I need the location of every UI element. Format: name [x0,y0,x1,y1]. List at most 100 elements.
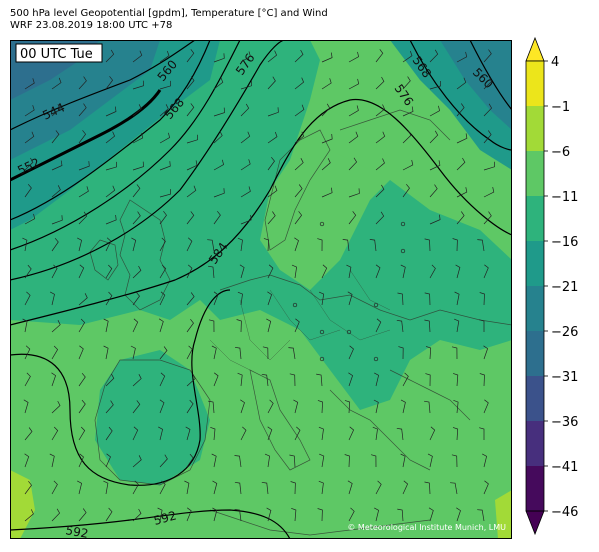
wind-barb [159,346,168,360]
wind-barb [454,318,460,333]
wind-barb [347,291,353,306]
temperature-band-minus1-south [495,490,512,539]
wind-barb [294,158,304,171]
colorbar-tick-label: −1 [551,100,570,115]
wind-barb [105,237,112,252]
wind-barb [452,238,458,252]
wind-barb [51,77,62,90]
wind-barb [294,237,299,252]
wind-barbs [22,49,495,522]
wind-barb [103,318,109,333]
wind-barb [234,481,242,495]
wind-barb [267,185,278,198]
wind-barb [429,160,441,171]
calm-wind-marker [346,329,352,335]
wind-barb [78,345,84,360]
wind-barb [319,453,325,468]
wind-barb [240,159,251,171]
wind-barb [317,238,323,252]
wind-barb [483,130,492,144]
credit-text: © Meteorological Institute Munich, LMU [347,523,506,532]
colorbar-tick-label: −26 [551,325,578,340]
wind-barb [240,399,245,414]
wind-barb [264,453,270,468]
wind-barb [483,399,489,414]
wind-barb [318,480,324,495]
wind-barb [424,319,431,333]
wind-barb [105,161,117,171]
wind-barb [373,399,379,414]
wind-barb [186,76,195,90]
contour-label-592: 592 [152,508,178,527]
wind-barb [105,264,113,279]
wind-barb [456,187,468,198]
wind-barb [348,426,355,441]
wind-barb [402,159,414,171]
wind-barb [105,49,115,63]
wind-barb [159,161,171,171]
wind-barb [132,508,142,522]
wind-barb [132,161,144,171]
wind-barb [456,103,465,117]
wind-barb [321,158,331,171]
wind-barb [483,49,492,63]
wind-barb [290,481,296,495]
wind-barb [429,105,441,117]
wind-barb [105,131,116,144]
wind-barb [51,104,61,117]
colorbar-tick-label: −11 [551,190,578,205]
map-frame [10,40,512,539]
wind-barb [451,346,458,360]
wind-barb [240,214,252,225]
wind-barb [477,239,485,252]
wind-barb [402,480,409,495]
wind-barb [159,480,166,495]
wind-barb [210,426,216,441]
wind-barb [424,238,431,252]
wind-barb [348,78,360,90]
wind-barb [103,480,109,495]
wind-barb [261,481,269,495]
wind-barb [456,77,467,90]
wind-barb [267,131,278,144]
wind-barb [375,264,381,279]
wind-barb [24,345,31,360]
wind-barb [267,76,276,90]
wind-barb [132,480,139,495]
temperature-band-minus1 [10,470,35,539]
wind-barb [105,185,116,198]
wind-barb [77,237,83,252]
colorbar-swatch [526,331,544,377]
colorbar-tick-label: −36 [551,415,578,430]
wind-barb [451,454,458,468]
wind-barb [483,161,495,171]
time-badge: 00 UTC Tue [15,43,103,63]
wind-barb [212,507,218,522]
wind-barb [186,49,195,63]
wind-barb [132,426,139,441]
wind-barb [213,107,225,117]
wind-barb [294,104,305,117]
wind-barb [369,239,377,252]
wind-barb [321,78,332,90]
wind-barb [375,480,382,495]
wind-barb [321,264,328,279]
wind-barb [375,318,382,333]
geopotential-contours [10,40,512,539]
wind-barb [375,158,385,171]
wind-barb [159,291,166,306]
wind-barb [267,50,278,63]
wind-barb [213,291,219,306]
wind-barb [132,291,140,306]
wind-barb [375,76,385,90]
wind-barb [317,400,323,414]
wind-barb [483,76,493,90]
wind-barb [186,453,194,468]
wind-barb [294,426,301,441]
wind-barb [51,320,61,333]
wind-barb [186,374,196,387]
wind-barb [78,130,87,144]
wind-barb [213,372,219,387]
wind-barb [105,291,113,306]
wind-barb [483,264,489,279]
